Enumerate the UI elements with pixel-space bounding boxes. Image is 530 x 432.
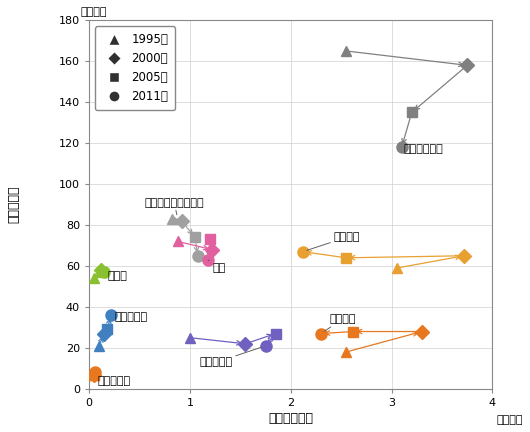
X-axis label: 情報化投資額: 情報化投資額 [268, 412, 313, 425]
Text: 金融・保険: 金融・保険 [200, 347, 261, 367]
Text: 情報通信: 情報通信 [324, 314, 356, 331]
Text: （兆円）: （兆円） [497, 415, 523, 425]
Text: 商業: 商業 [208, 260, 225, 273]
Legend: 1995年, 2000年, 2005年, 2011年: 1995年, 2000年, 2005年, 2011年 [95, 26, 175, 110]
Y-axis label: 粗付加値額: 粗付加値額 [7, 186, 20, 223]
Text: サービス: サービス [307, 232, 359, 251]
Text: 不動産: 不動産 [107, 271, 127, 281]
Text: （兆円）: （兆円） [81, 6, 108, 16]
Text: 農林水産業: 農林水産業 [97, 376, 130, 386]
Text: 第３次産業その他計: 第３次産業その他計 [145, 197, 204, 215]
Text: 医療・福祉: 医療・福祉 [114, 312, 147, 322]
Text: 第２次産業計: 第２次産業計 [404, 144, 444, 154]
